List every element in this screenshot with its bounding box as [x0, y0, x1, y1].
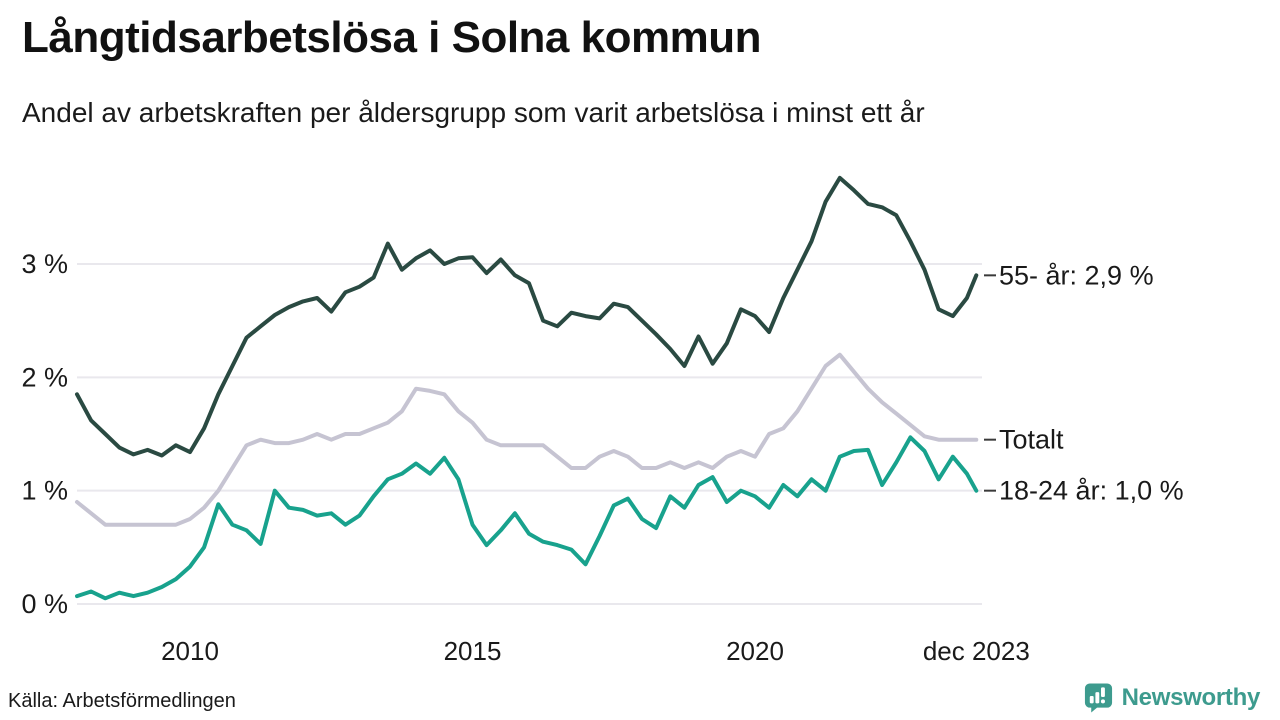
series-label-55-r: 55- år: 2,9 % [999, 260, 1154, 290]
series-line-18-24-r [75, 435, 979, 601]
page-title: Långtidsarbetslösa i Solna kommun [22, 13, 761, 62]
x-tick-label: 2010 [161, 636, 219, 666]
x-axis-tick-labels: 2010 2015 2020 dec 2023 [161, 636, 1030, 666]
bar-chart-bubble-icon [1084, 683, 1112, 713]
series-label-totalt: Totalt [999, 425, 1064, 455]
source-note: Källa: Arbetsförmedlingen [8, 690, 236, 712]
y-axis-tick-labels: 0 % 1 % 2 % 3 % [21, 249, 68, 619]
y-tick-label: 3 % [21, 249, 68, 279]
x-tick-label: 2020 [726, 636, 784, 666]
x-tick-label: 2015 [444, 636, 502, 666]
series-label-18-24-r: 18-24 år: 1,0 % [999, 476, 1184, 506]
newsworthy-logo: Newsworthy [1083, 682, 1260, 713]
gridlines [77, 263, 982, 605]
series-end-labels: 55- år: 2,9 % Totalt 18-24 år: 1,0 % [984, 260, 1184, 506]
y-tick-label: 2 % [21, 362, 68, 392]
newsworthy-wordmark: Newsworthy [1121, 683, 1261, 711]
y-tick-label: 1 % [21, 476, 68, 506]
series-line-55-r [75, 175, 979, 458]
chart-subtitle: Andel av arbetskraften per åldersgrupp s… [22, 97, 925, 128]
x-tick-label: dec 2023 [923, 636, 1030, 666]
series-line-totalt [75, 352, 979, 527]
y-tick-label: 0 % [21, 589, 68, 619]
series-lines [75, 175, 979, 601]
